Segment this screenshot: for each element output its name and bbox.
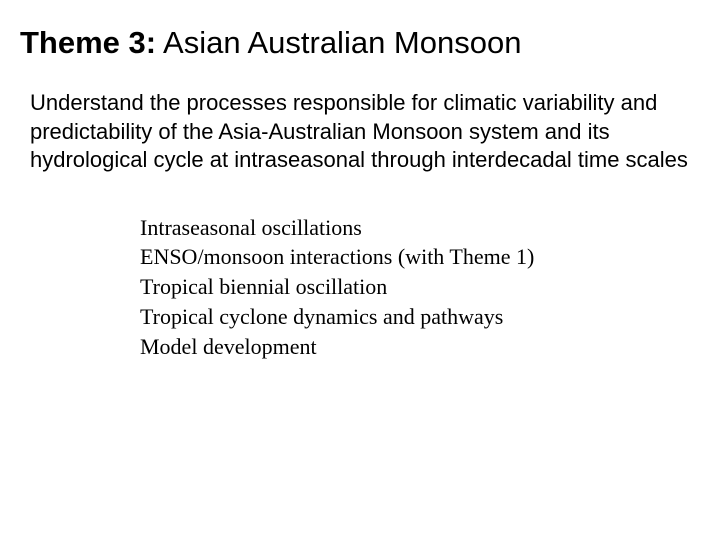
list-item: ENSO/monsoon interactions (with Theme 1) <box>140 242 700 272</box>
slide-title: Theme 3: Asian Australian Monsoon <box>20 25 700 61</box>
title-label: Theme 3: <box>20 25 156 60</box>
list-item: Tropical cyclone dynamics and pathways <box>140 302 700 332</box>
list-item: Model development <box>140 332 700 362</box>
title-text: Asian Australian Monsoon <box>156 25 521 60</box>
list-item: Tropical biennial oscillation <box>140 272 700 302</box>
subtopics-list: Intraseasonal oscillations ENSO/monsoon … <box>20 213 700 361</box>
description-paragraph: Understand the processes responsible for… <box>20 89 700 175</box>
list-item: Intraseasonal oscillations <box>140 213 700 243</box>
